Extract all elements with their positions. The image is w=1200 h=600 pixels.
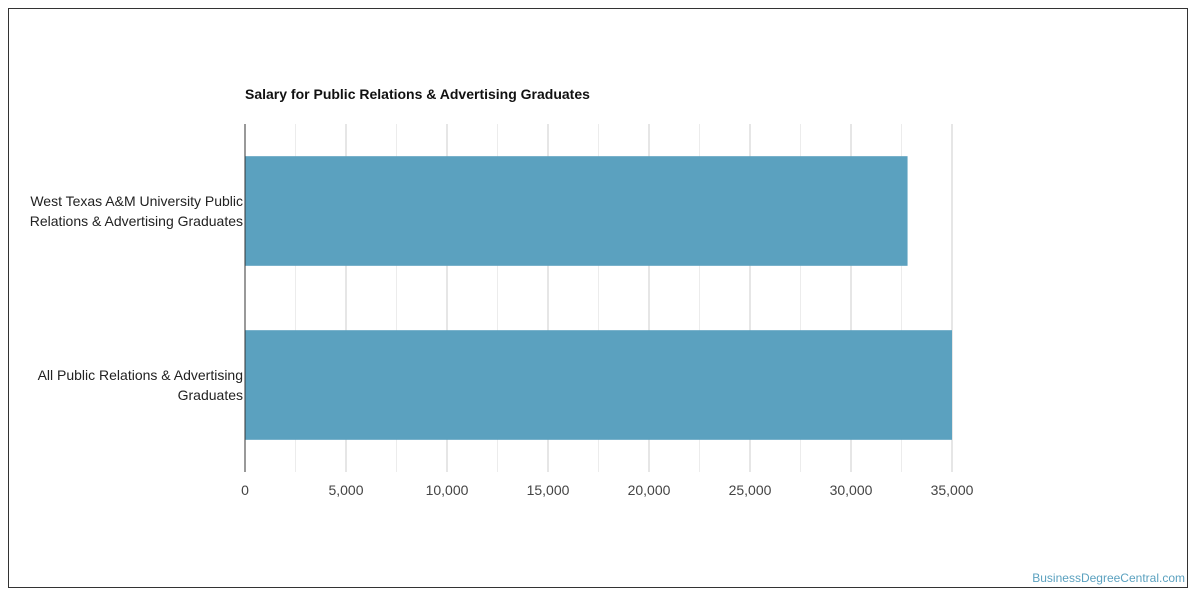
category-label: Relations & Advertising Graduates bbox=[30, 213, 243, 229]
category-label: All Public Relations & Advertising bbox=[38, 367, 243, 383]
x-tick-label: 35,000 bbox=[931, 482, 974, 498]
watermark: BusinessDegreeCentral.com bbox=[1032, 571, 1185, 585]
category-label: Graduates bbox=[178, 387, 243, 403]
x-tick-label: 5,000 bbox=[328, 482, 363, 498]
chart-title: Salary for Public Relations & Advertisin… bbox=[245, 86, 590, 102]
category-label: West Texas A&M University Public bbox=[30, 193, 243, 209]
x-tick-label: 10,000 bbox=[426, 482, 469, 498]
bar bbox=[245, 330, 952, 440]
x-tick-label: 0 bbox=[241, 482, 249, 498]
x-tick-label: 30,000 bbox=[830, 482, 873, 498]
bar bbox=[245, 156, 908, 266]
x-tick-label: 20,000 bbox=[628, 482, 671, 498]
x-tick-label: 15,000 bbox=[527, 482, 570, 498]
x-tick-label: 25,000 bbox=[729, 482, 772, 498]
